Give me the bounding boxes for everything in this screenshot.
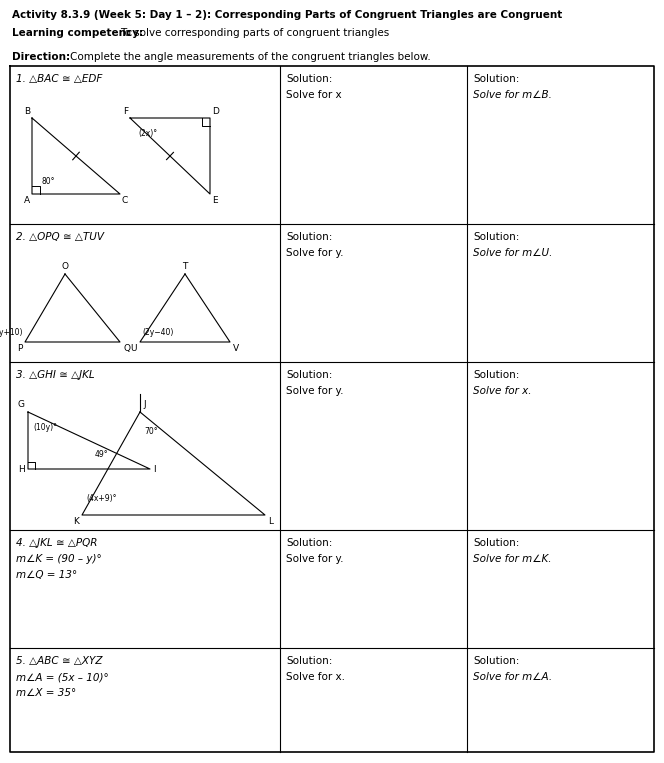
Text: P: P [17,344,22,353]
Text: (2y−40): (2y−40) [142,328,173,337]
Text: m∠A = (5x – 10)°: m∠A = (5x – 10)° [16,672,109,682]
Text: (4x+9)°: (4x+9)° [86,494,116,503]
Text: Solve for m∠A.: Solve for m∠A. [473,672,552,682]
Text: Solve for y.: Solve for y. [286,386,343,396]
Text: Solution:: Solution: [473,656,519,666]
Text: T: T [183,262,188,271]
Text: Solution:: Solution: [286,370,333,380]
Text: m∠K = (90 – y)°: m∠K = (90 – y)° [16,554,102,564]
Text: 49°: 49° [95,450,109,459]
Text: G: G [18,400,25,409]
Text: 5. △ABC ≅ △XYZ: 5. △ABC ≅ △XYZ [16,656,102,666]
Text: Complete the angle measurements of the congruent triangles below.: Complete the angle measurements of the c… [70,52,431,62]
Text: (2x)°: (2x)° [138,129,157,138]
Text: O: O [62,262,68,271]
Text: (10y)°: (10y)° [33,423,57,432]
Text: m∠X = 35°: m∠X = 35° [16,688,76,698]
Text: D: D [212,107,219,116]
Text: Solve for m∠U.: Solve for m∠U. [473,248,552,258]
Text: Solution:: Solution: [286,656,333,666]
Text: (y+10): (y+10) [0,328,23,337]
Text: Solution:: Solution: [286,74,333,84]
Text: Solve for y.: Solve for y. [286,554,343,564]
Text: B: B [24,107,30,116]
Text: 1. △BAC ≅ △EDF: 1. △BAC ≅ △EDF [16,74,102,84]
Text: Solution:: Solution: [286,232,333,242]
Text: H: H [18,465,25,474]
Text: Solve for y.: Solve for y. [286,248,343,258]
Text: U: U [131,344,137,353]
Text: I: I [153,465,155,474]
Text: C: C [122,196,128,205]
Text: K: K [73,517,79,526]
Text: E: E [212,196,218,205]
Text: Direction:: Direction: [12,52,70,62]
Text: Solve for m∠K.: Solve for m∠K. [473,554,552,564]
Text: To solve corresponding parts of congruent triangles: To solve corresponding parts of congruen… [120,28,389,38]
Text: Solution:: Solution: [286,538,333,548]
Text: F: F [123,107,128,116]
Text: Solution:: Solution: [473,538,519,548]
Text: m∠Q = 13°: m∠Q = 13° [16,570,77,580]
Text: Solution:: Solution: [473,74,519,84]
Text: Solve for x: Solve for x [286,90,341,100]
Text: 2. △OPQ ≅ △TUV: 2. △OPQ ≅ △TUV [16,232,104,242]
Text: Q: Q [123,344,130,353]
Text: Activity 8.3.9 (Week 5: Day 1 – 2): Corresponding Parts of Congruent Triangles a: Activity 8.3.9 (Week 5: Day 1 – 2): Corr… [12,10,562,20]
Text: L: L [268,517,273,526]
Text: Solve for x.: Solve for x. [286,672,345,682]
Text: V: V [233,344,239,353]
Text: A: A [24,196,30,205]
Text: 70°: 70° [144,427,157,436]
Text: 3. △GHI ≅ △JKL: 3. △GHI ≅ △JKL [16,370,95,380]
Text: 80°: 80° [42,177,56,186]
Text: Learning competency:: Learning competency: [12,28,143,38]
Text: J: J [143,400,145,409]
Text: Solve for x.: Solve for x. [473,386,531,396]
Text: Solution:: Solution: [473,232,519,242]
Text: Solution:: Solution: [473,370,519,380]
Text: 4. △JKL ≅ △PQR: 4. △JKL ≅ △PQR [16,538,98,548]
Text: Solve for m∠B.: Solve for m∠B. [473,90,552,100]
